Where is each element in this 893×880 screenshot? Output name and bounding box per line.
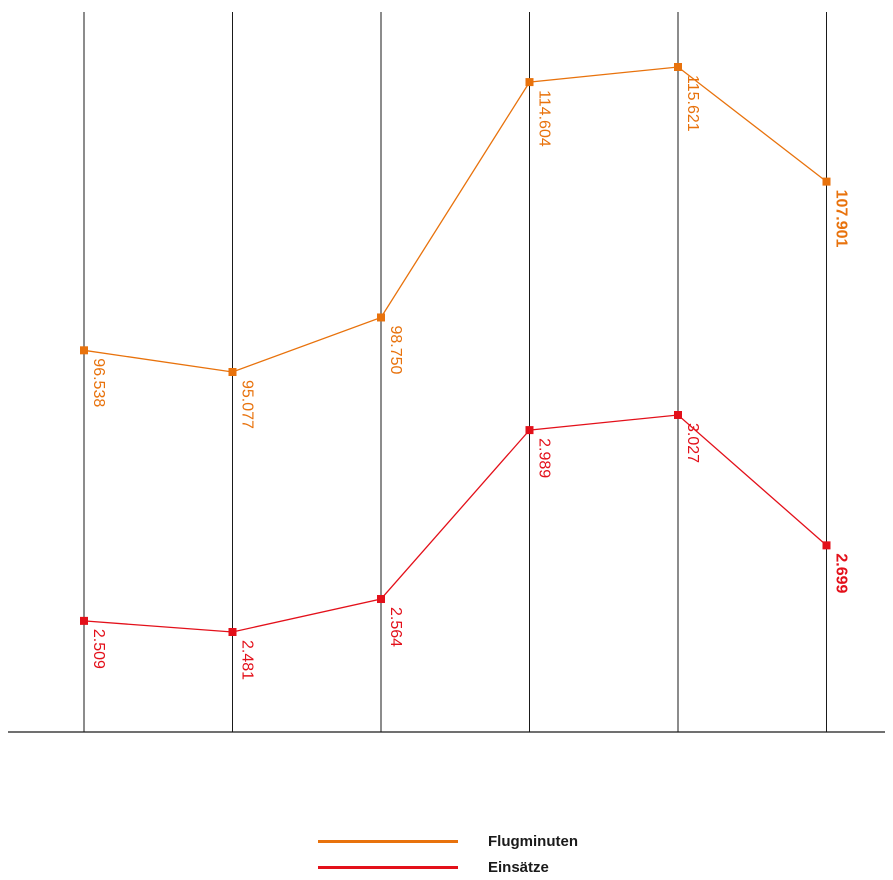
series-0: 96.538 95.077 98.750 114.604 115.621 107.901 bbox=[80, 63, 850, 429]
data-point bbox=[822, 541, 831, 550]
legend-swatch-einsaetze bbox=[318, 865, 458, 869]
data-point bbox=[80, 616, 88, 625]
data-point bbox=[525, 426, 534, 435]
legend: Flugminuten Einsätze bbox=[318, 828, 578, 880]
data-label: 2.699 bbox=[833, 553, 850, 593]
data-point bbox=[228, 368, 237, 376]
data-label: 107.901 bbox=[833, 190, 850, 248]
data-label: 2.564 bbox=[387, 607, 404, 647]
legend-item-flugminuten: Flugminuten bbox=[318, 828, 578, 854]
data-point bbox=[822, 177, 831, 186]
data-point bbox=[525, 78, 534, 87]
data-point bbox=[674, 63, 682, 71]
series-layer: 96.538 95.077 98.750 114.604 115.621 107.901 2… bbox=[80, 63, 850, 680]
series-line bbox=[83, 66, 827, 373]
data-label: 2.481 bbox=[239, 640, 256, 680]
data-label: 115.621 bbox=[684, 75, 701, 132]
series-1: 2.509 2.481 2.564 2.989 3.027 2.699 bbox=[80, 411, 850, 680]
legend-item-einsaetze: Einsätze bbox=[318, 854, 578, 880]
data-label: 2.989 bbox=[536, 438, 553, 478]
data-point bbox=[377, 595, 385, 604]
data-label: 114.604 bbox=[536, 90, 553, 147]
legend-label-flugminuten: Flugminuten bbox=[488, 832, 578, 850]
legend-swatch-flugminuten bbox=[318, 839, 458, 843]
data-point bbox=[377, 313, 385, 322]
legend-label-einsaetze: Einsätze bbox=[488, 858, 549, 876]
series-line bbox=[83, 414, 827, 633]
data-label: 2.509 bbox=[90, 629, 107, 669]
data-label: 98.750 bbox=[387, 325, 404, 374]
data-label: 95.077 bbox=[239, 380, 256, 429]
data-point bbox=[80, 346, 88, 355]
vertical-gridlines bbox=[83, 12, 827, 732]
data-label: 96.538 bbox=[90, 358, 107, 407]
data-label: 3.027 bbox=[684, 423, 701, 463]
data-point bbox=[228, 628, 237, 636]
data-point bbox=[674, 411, 682, 419]
